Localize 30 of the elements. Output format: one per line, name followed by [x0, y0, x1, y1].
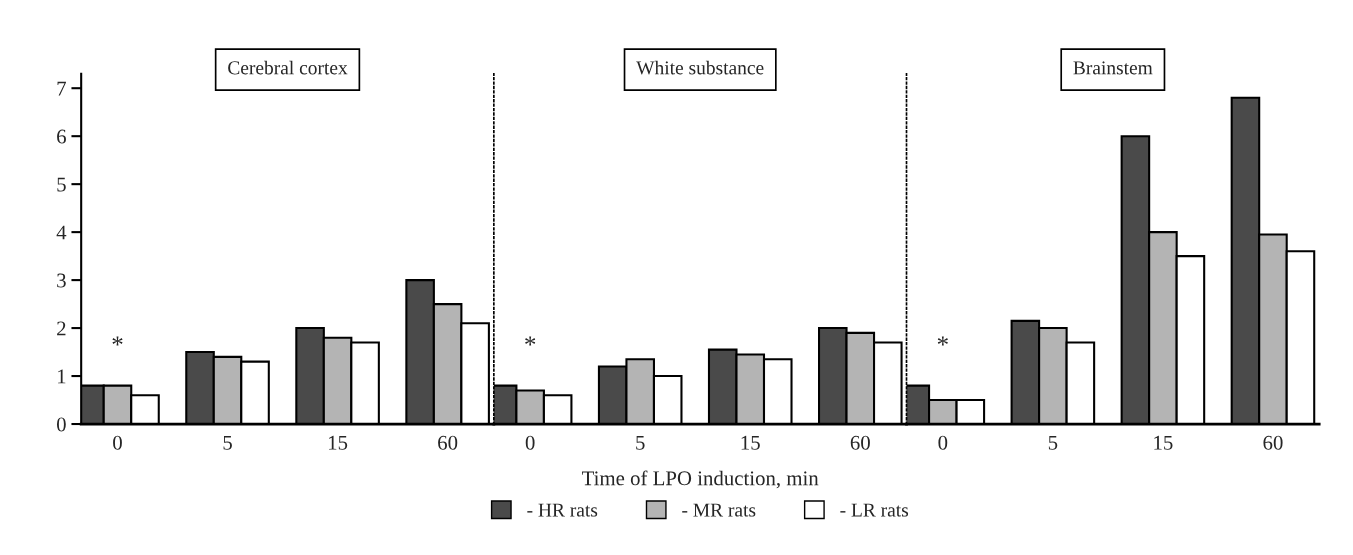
x-axis-title: Time of LPO induction, min — [582, 470, 819, 489]
y-tick-label: 7 — [57, 81, 66, 96]
x-tick-label: 5 — [636, 435, 645, 450]
y-tick-label: 6 — [57, 129, 66, 144]
x-tick-label: 15 — [1154, 435, 1173, 450]
annotation: * — [525, 336, 536, 346]
x-tick-label: 60 — [438, 435, 458, 450]
chart-title: White substance — [636, 60, 764, 75]
x-tick-label: 60 — [1263, 435, 1283, 450]
annotation: * — [112, 336, 123, 346]
chart-title: Cerebral cortex — [228, 60, 348, 75]
x-tick-label: 0 — [938, 435, 948, 450]
chart-title: Brainstem — [1073, 61, 1153, 75]
y-tick-label: 3 — [57, 273, 66, 288]
x-tick-label: 15 — [741, 435, 760, 450]
annotation: * — [937, 336, 948, 346]
x-tick-label: 60 — [850, 435, 870, 450]
x-tick-label: 0 — [525, 435, 535, 450]
legend-label: - HR rats — [527, 503, 598, 517]
legend-label: - MR rats — [682, 503, 756, 517]
y-tick-label: 5 — [57, 177, 66, 192]
legend-label: - LR rats — [840, 503, 909, 517]
x-tick-label: 15 — [329, 435, 348, 450]
x-tick-label: 5 — [1048, 435, 1058, 450]
y-tick-label: 0 — [56, 417, 66, 432]
x-tick-label: 0 — [113, 435, 122, 450]
x-tick-label: 5 — [223, 435, 232, 450]
y-tick-label: 4 — [56, 225, 67, 240]
y-tick-label: 1 — [58, 369, 66, 384]
y-tick-label: 2 — [57, 321, 66, 336]
